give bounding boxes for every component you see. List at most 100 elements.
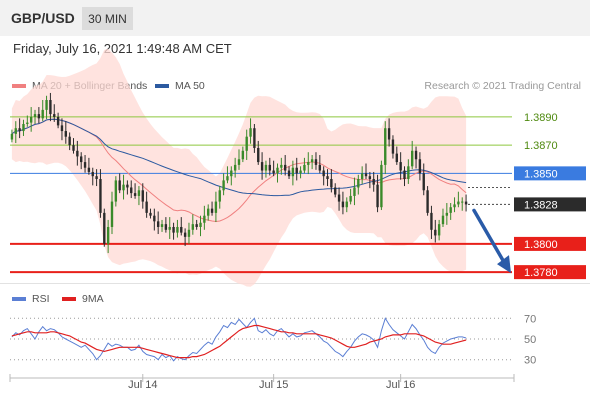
- candle-body: [41, 109, 44, 119]
- candle-body: [445, 212, 449, 216]
- candle: [95, 169, 98, 187]
- candle-body: [322, 170, 325, 177]
- level-tag-1.3800: [514, 236, 586, 251]
- candle-body: [318, 164, 322, 171]
- candle-body: [176, 226, 179, 233]
- candle: [372, 171, 375, 192]
- timeframe-button[interactable]: 30 MIN: [82, 7, 133, 30]
- candle-body: [368, 176, 372, 180]
- candle: [272, 160, 275, 177]
- candle-body: [195, 224, 198, 227]
- candle: [26, 115, 29, 127]
- legend-ma50: MA 50: [155, 80, 205, 92]
- candle-body: [122, 184, 125, 191]
- candle-body: [403, 170, 406, 180]
- candle-body: [126, 184, 129, 188]
- candle: [461, 197, 464, 211]
- candle-body: [330, 179, 333, 188]
- candle-body: [95, 176, 98, 180]
- candle-body: [87, 167, 91, 172]
- candle-body: [268, 164, 271, 171]
- candle-body: [29, 116, 33, 123]
- candle: [141, 183, 144, 209]
- ma9-legend-label: 9MA: [82, 293, 104, 305]
- candle-body: [287, 170, 291, 177]
- candle: [72, 138, 75, 154]
- candle: [418, 152, 422, 181]
- candle: [430, 205, 433, 239]
- candle: [264, 160, 268, 178]
- candle: [422, 163, 425, 196]
- candle-body: [364, 173, 368, 177]
- candle-body: [349, 195, 352, 202]
- candle-body: [199, 222, 202, 227]
- candle-body: [137, 190, 141, 196]
- candle-body: [372, 179, 375, 185]
- candle: [403, 166, 406, 187]
- candle-body: [295, 167, 298, 174]
- candle: [276, 163, 279, 183]
- candle: [191, 214, 195, 235]
- legend-9ma: 9MA: [62, 293, 104, 305]
- candle-body: [391, 139, 395, 154]
- candle-body: [145, 201, 148, 213]
- candle: [145, 191, 148, 218]
- candle: [160, 219, 164, 232]
- candle-body: [437, 224, 441, 236]
- candle-body: [430, 212, 433, 230]
- candle-body: [453, 204, 456, 208]
- research-credit: Research © 2021 Trading Central: [424, 80, 581, 92]
- candle: [133, 183, 137, 199]
- candle: [210, 201, 214, 216]
- candle: [411, 140, 414, 170]
- panel-divider: [0, 283, 590, 284]
- candle: [99, 169, 102, 218]
- candle-body: [422, 173, 425, 191]
- candle-body: [210, 208, 214, 213]
- candle-body: [141, 190, 144, 202]
- candle: [357, 174, 360, 195]
- candle: [29, 107, 33, 132]
- ma50-legend-label: MA 50: [175, 80, 205, 92]
- candle-body: [180, 226, 183, 233]
- candle-body: [80, 156, 83, 163]
- level-label-1.3850: 1.3850: [524, 168, 558, 180]
- candle-body: [337, 194, 341, 202]
- candle: [91, 167, 94, 186]
- candle: [384, 121, 387, 175]
- candle: [118, 173, 121, 194]
- candle: [106, 219, 110, 254]
- candle: [245, 129, 248, 160]
- candle-body: [83, 162, 87, 168]
- candle-body: [461, 201, 464, 203]
- candle: [203, 205, 206, 230]
- rsi-swatch: [12, 297, 26, 302]
- candle-body: [49, 100, 52, 115]
- candle-body: [249, 128, 252, 137]
- candle: [60, 118, 64, 141]
- timestamp-label: Friday, July 16, 2021 1:49:48 AM CET: [13, 41, 232, 56]
- candle-body: [411, 150, 414, 167]
- candle: [214, 191, 218, 223]
- level-label-1.3890: 1.3890: [524, 112, 558, 124]
- level-label-1.3800: 1.3800: [524, 239, 558, 251]
- candle: [37, 107, 41, 124]
- candle: [180, 217, 183, 236]
- candle-body: [68, 136, 71, 146]
- candle-body: [434, 229, 437, 236]
- ma50-swatch: [155, 84, 169, 89]
- candle: [353, 177, 356, 206]
- current-price-tag: [514, 197, 586, 212]
- candle: [310, 155, 314, 170]
- candle-body: [56, 116, 60, 126]
- candle: [345, 197, 348, 213]
- candle-body: [418, 159, 422, 174]
- candle: [195, 219, 198, 230]
- candle-body: [222, 180, 225, 191]
- candle: [364, 163, 368, 180]
- candle-body: [264, 164, 268, 171]
- candle-body: [18, 128, 21, 132]
- projection-arrow: [472, 208, 506, 264]
- candle: [68, 132, 71, 151]
- candle-body: [187, 229, 191, 237]
